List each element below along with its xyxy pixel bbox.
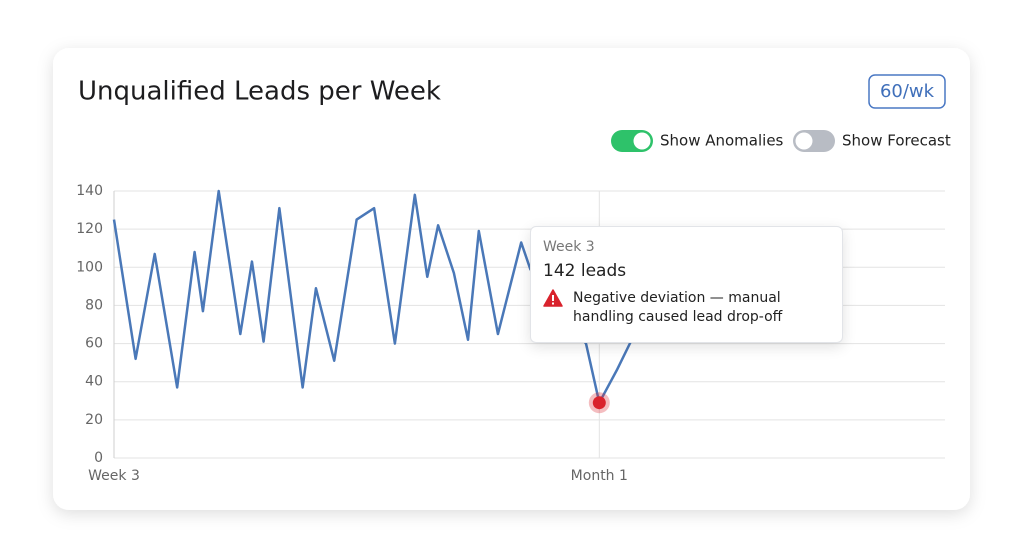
chart-title: Unqualified Leads per Week [78, 77, 441, 107]
toggle[interactable]: Show Anomalies [611, 130, 784, 152]
tooltip: Week 3 142 leads Negative deviation — ma… [530, 226, 843, 343]
y-tick-label: 80 [85, 297, 103, 313]
y-tick-label: 100 [76, 259, 103, 275]
y-tick-label: 20 [85, 412, 103, 428]
x-tick-label: Month 1 [571, 468, 628, 484]
toggle-knob [795, 132, 813, 150]
y-tick-label: 40 [85, 374, 103, 390]
anomaly-point[interactable] [592, 396, 606, 410]
y-tick-label: 60 [85, 336, 103, 352]
warning-icon [543, 289, 563, 307]
y-tick-label: 0 [94, 450, 103, 466]
series-line [112, 189, 633, 404]
y-tick-label: 140 [76, 183, 103, 199]
toggle[interactable]: Show Forecast [793, 130, 951, 152]
tooltip-title: Week 3 [543, 239, 595, 255]
tooltip-value: 142 leads [543, 261, 627, 281]
y-tick-label: 120 [76, 221, 103, 237]
badge-text: 60/wk [880, 81, 935, 102]
toggle-knob [633, 132, 651, 150]
tooltip-note: Negative deviation — manual handling cau… [573, 290, 783, 325]
toggle-label: Show Forecast [842, 132, 951, 150]
toggle-label: Show Anomalies [660, 132, 784, 150]
x-tick-label: Week 3 [88, 468, 140, 484]
badge [868, 74, 946, 109]
tooltip-note-row: Negative deviation — manual handling cau… [543, 289, 830, 327]
